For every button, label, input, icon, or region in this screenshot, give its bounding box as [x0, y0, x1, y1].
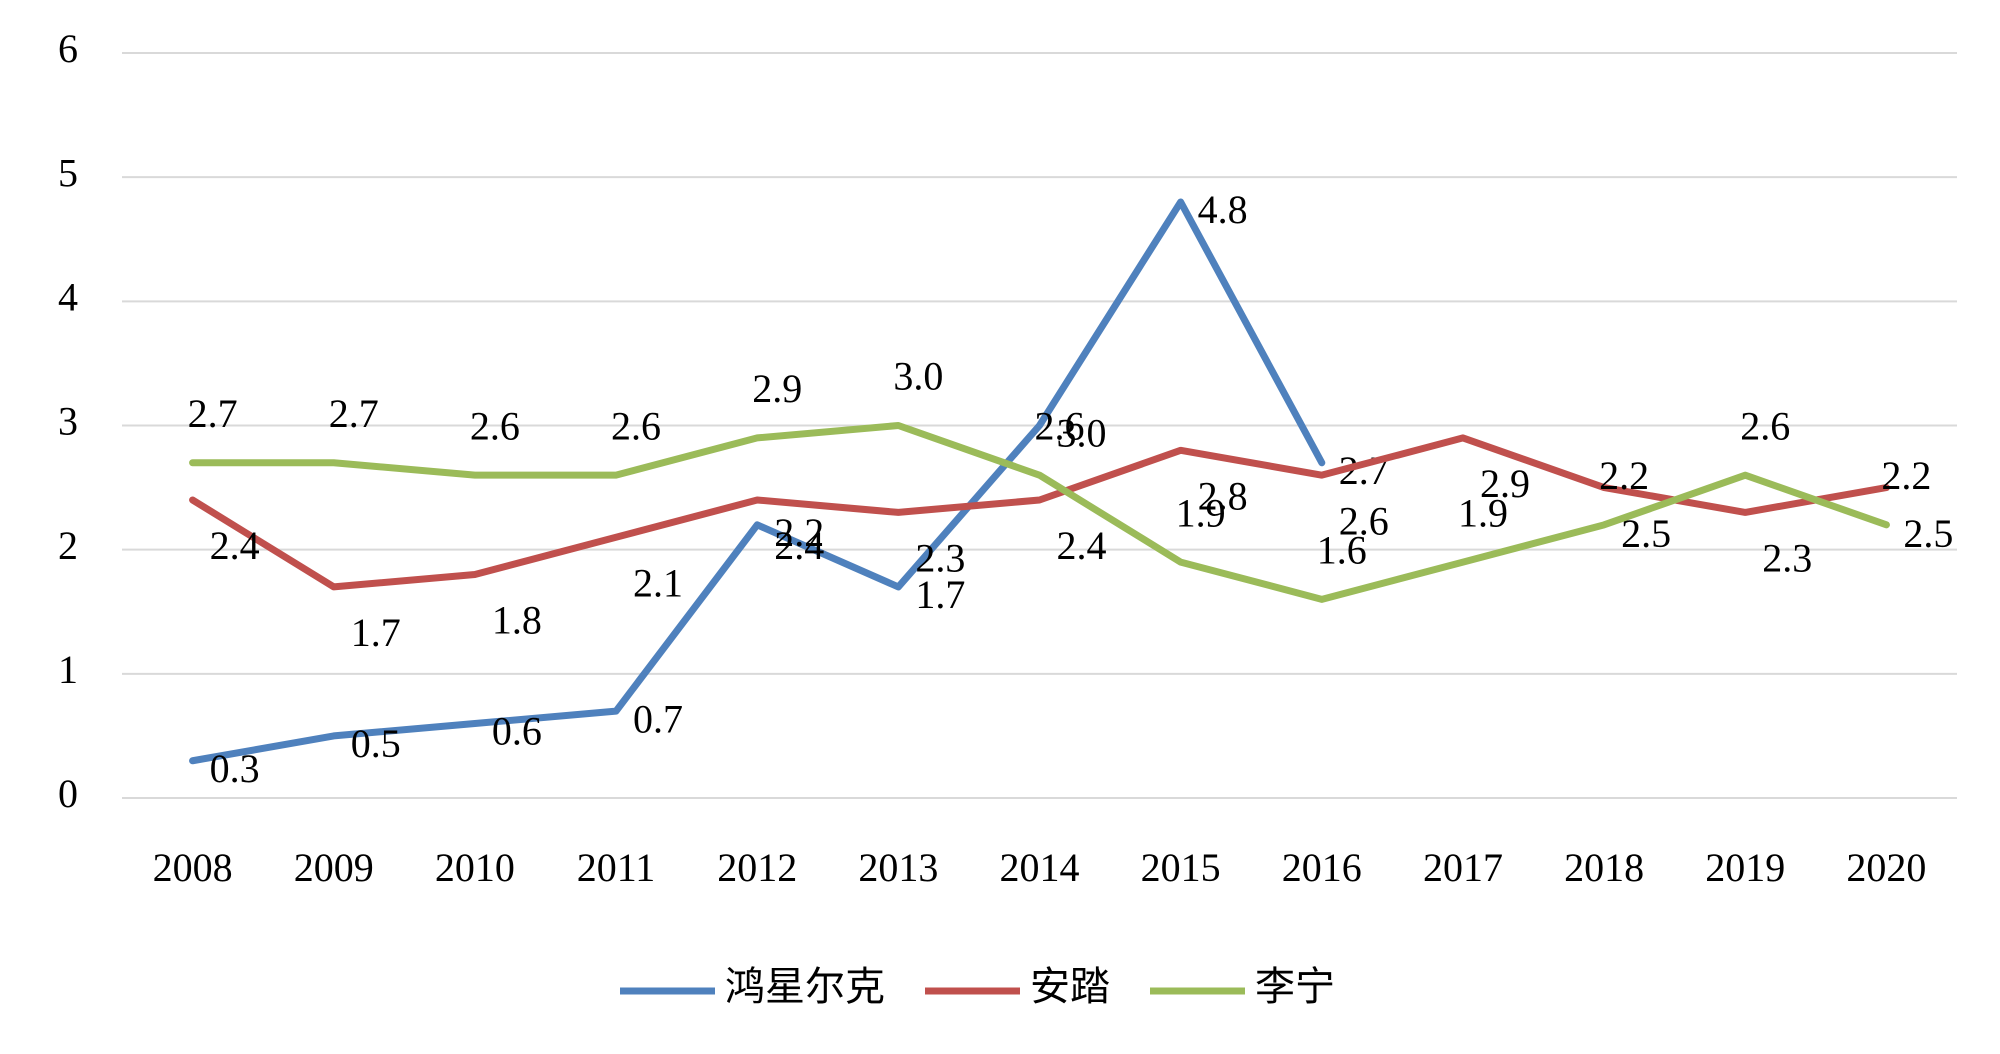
x-tick-label: 2019 — [1705, 845, 1785, 890]
data-label: 1.6 — [1317, 528, 1367, 573]
data-label: 2.5 — [1903, 511, 1953, 556]
series-line — [189, 198, 1326, 765]
legend-label: 鸿星尔克 — [725, 964, 885, 1009]
data-label: 2.7 — [329, 391, 379, 436]
data-label: 1.9 — [1176, 490, 1226, 535]
data-label: 2.1 — [633, 560, 683, 605]
x-tick-label: 2009 — [294, 845, 374, 890]
x-tick-label: 2011 — [577, 845, 656, 890]
data-label: 2.4 — [774, 523, 824, 568]
data-label: 2.2 — [1881, 453, 1931, 498]
data-label: 0.5 — [351, 721, 401, 766]
y-tick-label: 6 — [58, 26, 78, 71]
x-tick-label: 2020 — [1846, 845, 1926, 890]
series-line — [189, 422, 1890, 603]
data-label: 2.2 — [774, 510, 824, 555]
data-label: 1.9 — [1458, 490, 1508, 535]
data-label: 2.3 — [915, 536, 965, 581]
data-label: 0.7 — [633, 696, 683, 741]
x-tick-label: 2014 — [1000, 845, 1080, 890]
data-label: 2.6 — [1035, 403, 1085, 448]
data-label: 1.8 — [492, 598, 542, 643]
x-tick-label: 2010 — [435, 845, 515, 890]
y-tick-label: 2 — [58, 523, 78, 568]
x-tick-label: 2016 — [1282, 845, 1362, 890]
data-label: 2.8 — [1198, 474, 1248, 519]
y-tick-label: 4 — [58, 275, 78, 320]
data-label: 2.4 — [1057, 523, 1107, 568]
data-label: 2.6 — [470, 403, 520, 448]
data-label: 1.7 — [351, 610, 401, 655]
y-tick-label: 3 — [58, 399, 78, 444]
data-label: 2.4 — [210, 523, 260, 568]
data-label: 0.6 — [492, 709, 542, 754]
data-label: 2.6 — [1740, 403, 1790, 448]
data-label: 2.9 — [752, 366, 802, 411]
data-label: 1.7 — [915, 572, 965, 617]
data-label: 4.8 — [1198, 187, 1248, 232]
data-label: 3.0 — [893, 354, 943, 399]
x-tick-label: 2012 — [717, 845, 797, 890]
x-tick-label: 2008 — [153, 845, 233, 890]
y-tick-label: 1 — [58, 647, 78, 692]
data-label: 2.6 — [1339, 498, 1389, 543]
legend-label: 李宁 — [1255, 964, 1335, 1009]
data-label: 0.3 — [210, 746, 260, 791]
data-label: 2.2 — [1599, 453, 1649, 498]
y-tick-label: 0 — [58, 771, 78, 816]
data-label: 3.0 — [1057, 411, 1107, 456]
data-label: 2.9 — [1480, 461, 1530, 506]
series-line — [189, 434, 1890, 591]
data-label: 2.7 — [188, 391, 238, 436]
x-tick-label: 2017 — [1423, 845, 1503, 890]
data-label: 2.6 — [611, 403, 661, 448]
data-label: 2.3 — [1762, 536, 1812, 581]
x-tick-label: 2015 — [1141, 845, 1221, 890]
y-tick-label: 5 — [58, 150, 78, 195]
legend-label: 安踏 — [1030, 964, 1110, 1009]
x-tick-label: 2013 — [858, 845, 938, 890]
x-tick-label: 2018 — [1564, 845, 1644, 890]
